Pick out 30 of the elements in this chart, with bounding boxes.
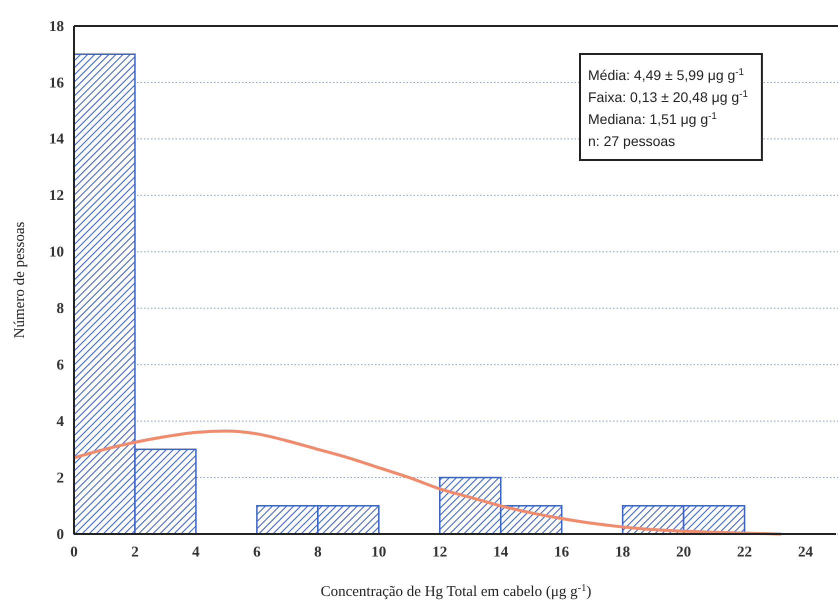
x-tick-label: 12 [432,544,448,561]
y-tick-label: 8 [56,301,64,318]
x-tick-label: 2 [131,544,139,561]
x-tick-label: 24 [798,544,814,561]
y-tick-label: 16 [49,75,64,92]
x-tick-label: 22 [737,544,752,561]
x-tick-label: 20 [676,544,692,561]
y-tick-label: 2 [56,470,64,486]
y-tick-label: 4 [56,414,64,430]
y-axis-title: Número de pessoas [12,222,28,338]
annotation: Média: 4,49 ± 5,99 μg g$^{-1}$ [588,66,744,83]
annotation: Faixa: 0,13 ± 20,48 μg g$^{-1}$ [588,88,748,105]
annotation: Mediana: 1,51 μg g$^{-1}$ [588,110,717,127]
x-tick-label: 4 [192,544,200,561]
x-tick-label: 16 [554,544,570,561]
x-tick-label: 14 [493,544,509,561]
y-tick-label: 6 [56,357,64,374]
x-tick-label: 0 [70,544,78,561]
x-tick-label: 6 [253,544,262,561]
y-tick-label: 18 [49,18,64,35]
y-tick-label: 12 [49,188,64,204]
x-tick-label: 10 [371,544,386,561]
x-axis-title: Concentração de Hg Total em cabelo (μg g$^{-1}$) [320,582,592,600]
y-tick-label: 14 [49,132,64,148]
y-tick-label: 10 [49,244,64,261]
x-tick-label: 18 [615,544,630,561]
annotation: n: 27 pessoas [588,133,676,149]
x-tick-label: 8 [314,544,322,561]
line-series [72,429,783,536]
y-tick-label: 0 [56,526,64,543]
